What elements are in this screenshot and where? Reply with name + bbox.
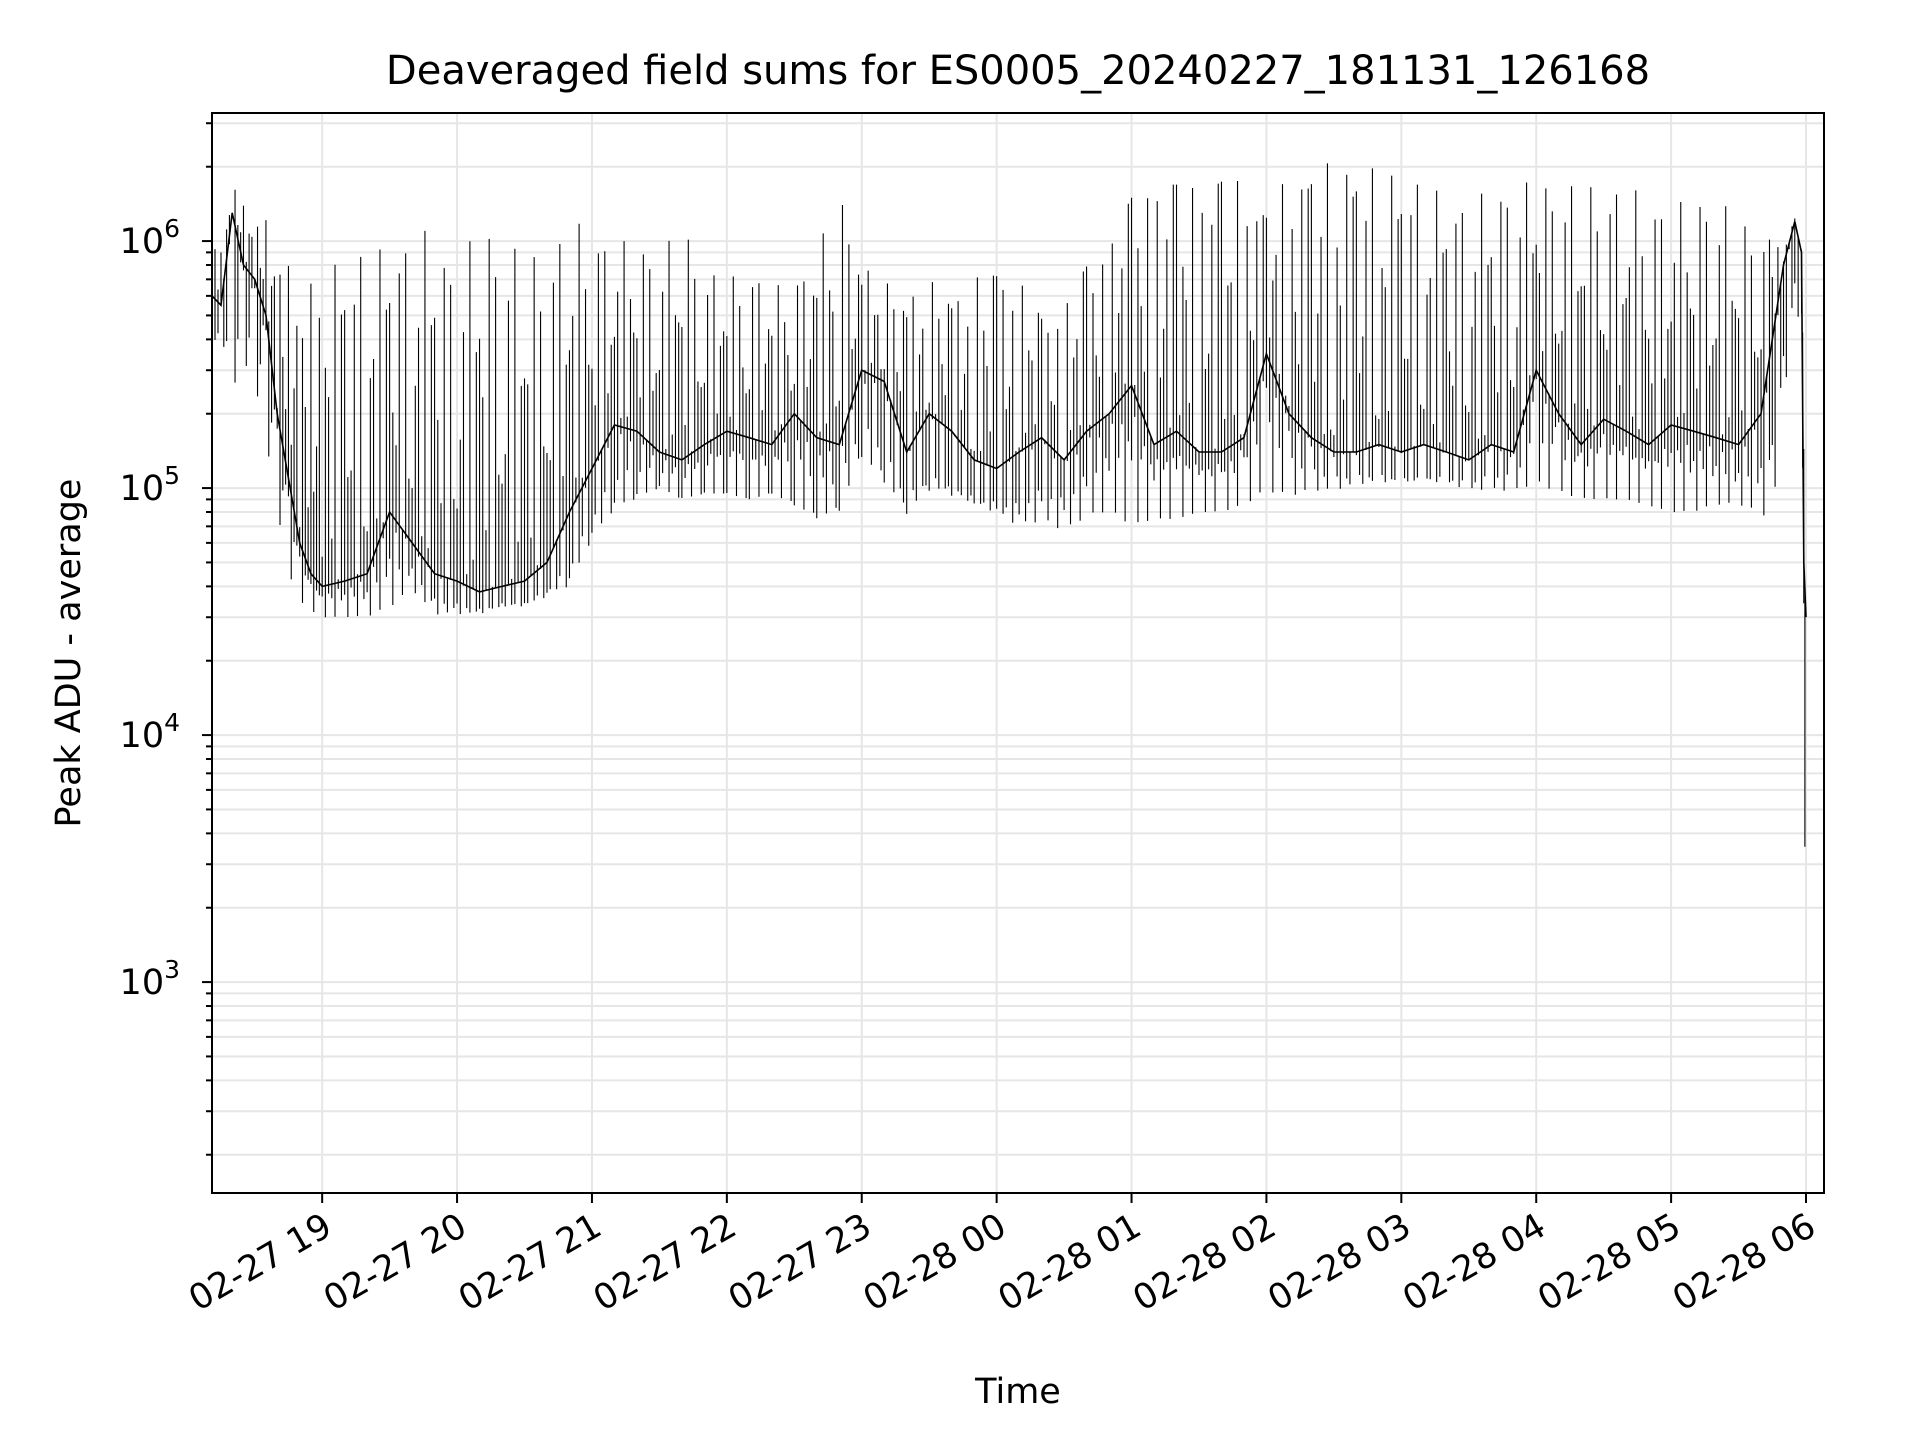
y-tick-label: 103 [120,955,180,1003]
y-axis-label: Peak ADU - average [49,479,89,828]
y-axis-ticks: 103 104 105 106 [120,122,212,1156]
series-line-0 [211,212,1807,618]
y-tick-label: 105 [120,461,180,509]
series-layer [211,163,1807,847]
x-axis-label: Time [974,1372,1061,1412]
y-tick-label: 106 [120,214,180,262]
plot-frame [211,112,1825,1194]
chart-title: Deaveraged field sums for ES0005_2024022… [386,48,1650,94]
y-tick-label: 104 [120,708,180,756]
